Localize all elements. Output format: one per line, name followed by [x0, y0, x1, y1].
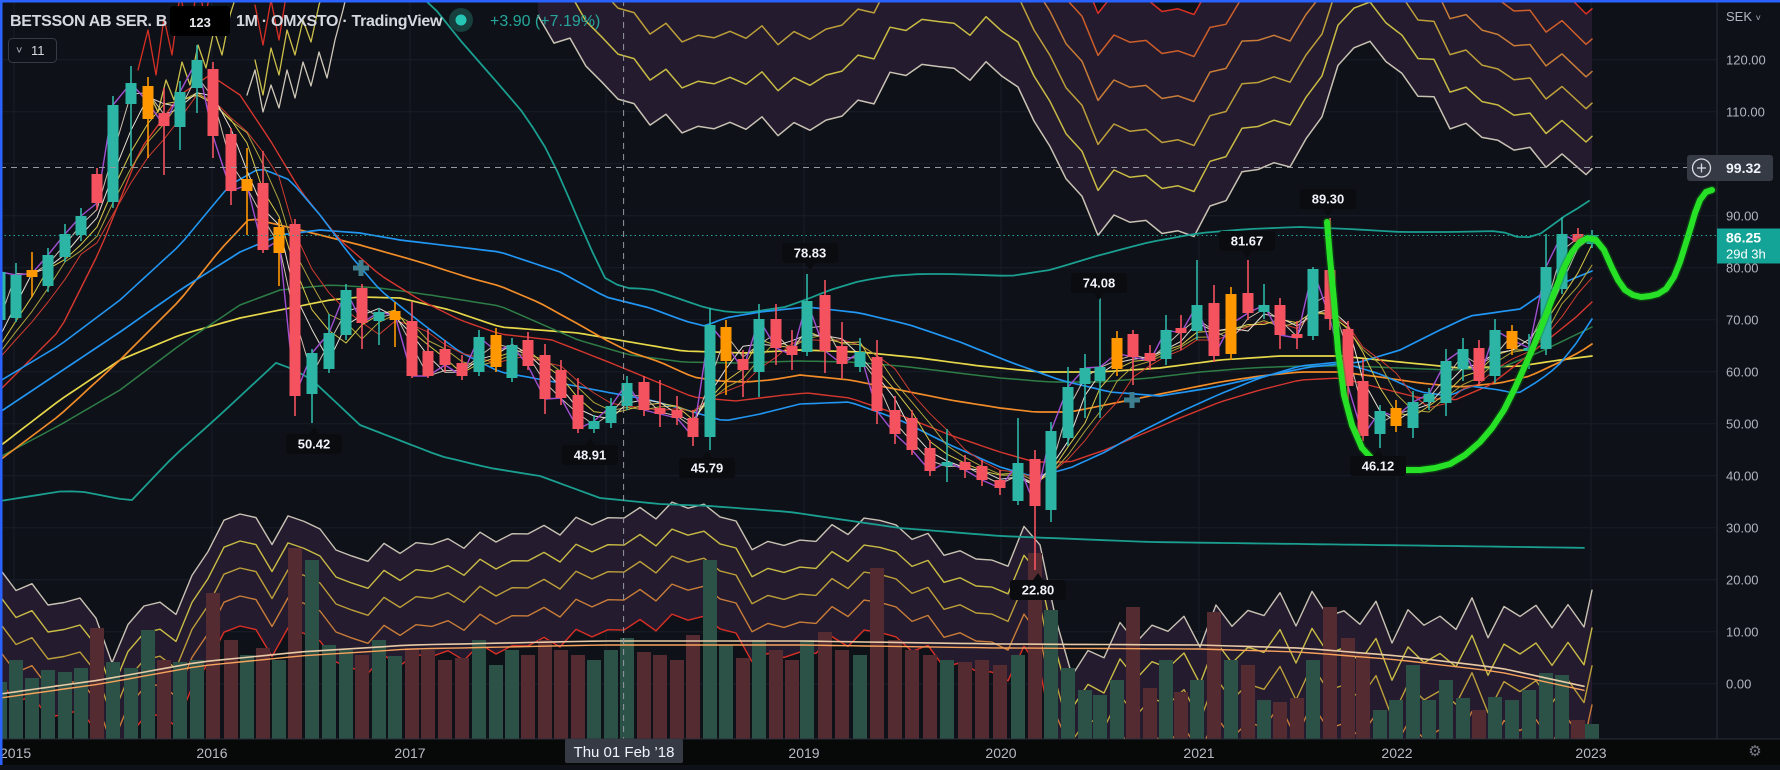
- svg-text:SEK ˅: SEK ˅: [1726, 9, 1761, 24]
- svg-text:120.00: 120.00: [1726, 52, 1766, 67]
- svg-text:20.00: 20.00: [1726, 572, 1759, 587]
- svg-text:48.91: 48.91: [574, 448, 607, 463]
- svg-text:˅: ˅: [16, 45, 22, 57]
- svg-text:46.12: 46.12: [1362, 459, 1395, 474]
- svg-text:78.83: 78.83: [794, 246, 827, 261]
- svg-text:70.00: 70.00: [1726, 312, 1759, 327]
- svg-text:29d 3h: 29d 3h: [1726, 247, 1766, 262]
- svg-text:110.00: 110.00: [1726, 104, 1765, 119]
- svg-text:+3.90 (+7.19%): +3.90 (+7.19%): [490, 13, 600, 30]
- svg-text:86.25: 86.25: [1726, 230, 1761, 246]
- svg-text:2019: 2019: [788, 745, 819, 761]
- svg-text:74.08: 74.08: [1083, 276, 1116, 291]
- svg-text:1M · OMXSTO · TradingView: 1M · OMXSTO · TradingView: [236, 13, 443, 30]
- svg-text:⚙: ⚙: [1748, 743, 1761, 760]
- svg-text:2017: 2017: [394, 745, 425, 761]
- svg-text:50.00: 50.00: [1726, 416, 1759, 431]
- svg-text:123: 123: [189, 15, 211, 30]
- svg-text:99.32: 99.32: [1726, 160, 1761, 176]
- svg-text:10.00: 10.00: [1726, 624, 1759, 639]
- svg-text:89.30: 89.30: [1312, 192, 1345, 207]
- svg-text:0.00: 0.00: [1726, 676, 1751, 691]
- svg-text:2021: 2021: [1183, 745, 1214, 761]
- svg-text:11: 11: [31, 43, 45, 58]
- svg-text:81.67: 81.67: [1231, 234, 1264, 249]
- svg-text:2015: 2015: [0, 745, 31, 761]
- svg-text:2022: 2022: [1381, 745, 1412, 761]
- svg-text:45.79: 45.79: [691, 461, 724, 476]
- svg-text:2016: 2016: [196, 745, 227, 761]
- svg-text:30.00: 30.00: [1726, 520, 1759, 535]
- svg-text:2020: 2020: [985, 745, 1016, 761]
- svg-text:Thu 01 Feb ’18: Thu 01 Feb ’18: [574, 744, 675, 761]
- svg-text:2023: 2023: [1575, 745, 1606, 761]
- svg-text:BETSSON AB SER. B: BETSSON AB SER. B: [10, 13, 167, 30]
- svg-text:22.80: 22.80: [1022, 583, 1055, 598]
- svg-text:80.00: 80.00: [1726, 260, 1759, 275]
- svg-text:50.42: 50.42: [298, 437, 331, 452]
- svg-text:40.00: 40.00: [1726, 468, 1759, 483]
- svg-text:90.00: 90.00: [1726, 208, 1759, 223]
- svg-text:60.00: 60.00: [1726, 364, 1759, 379]
